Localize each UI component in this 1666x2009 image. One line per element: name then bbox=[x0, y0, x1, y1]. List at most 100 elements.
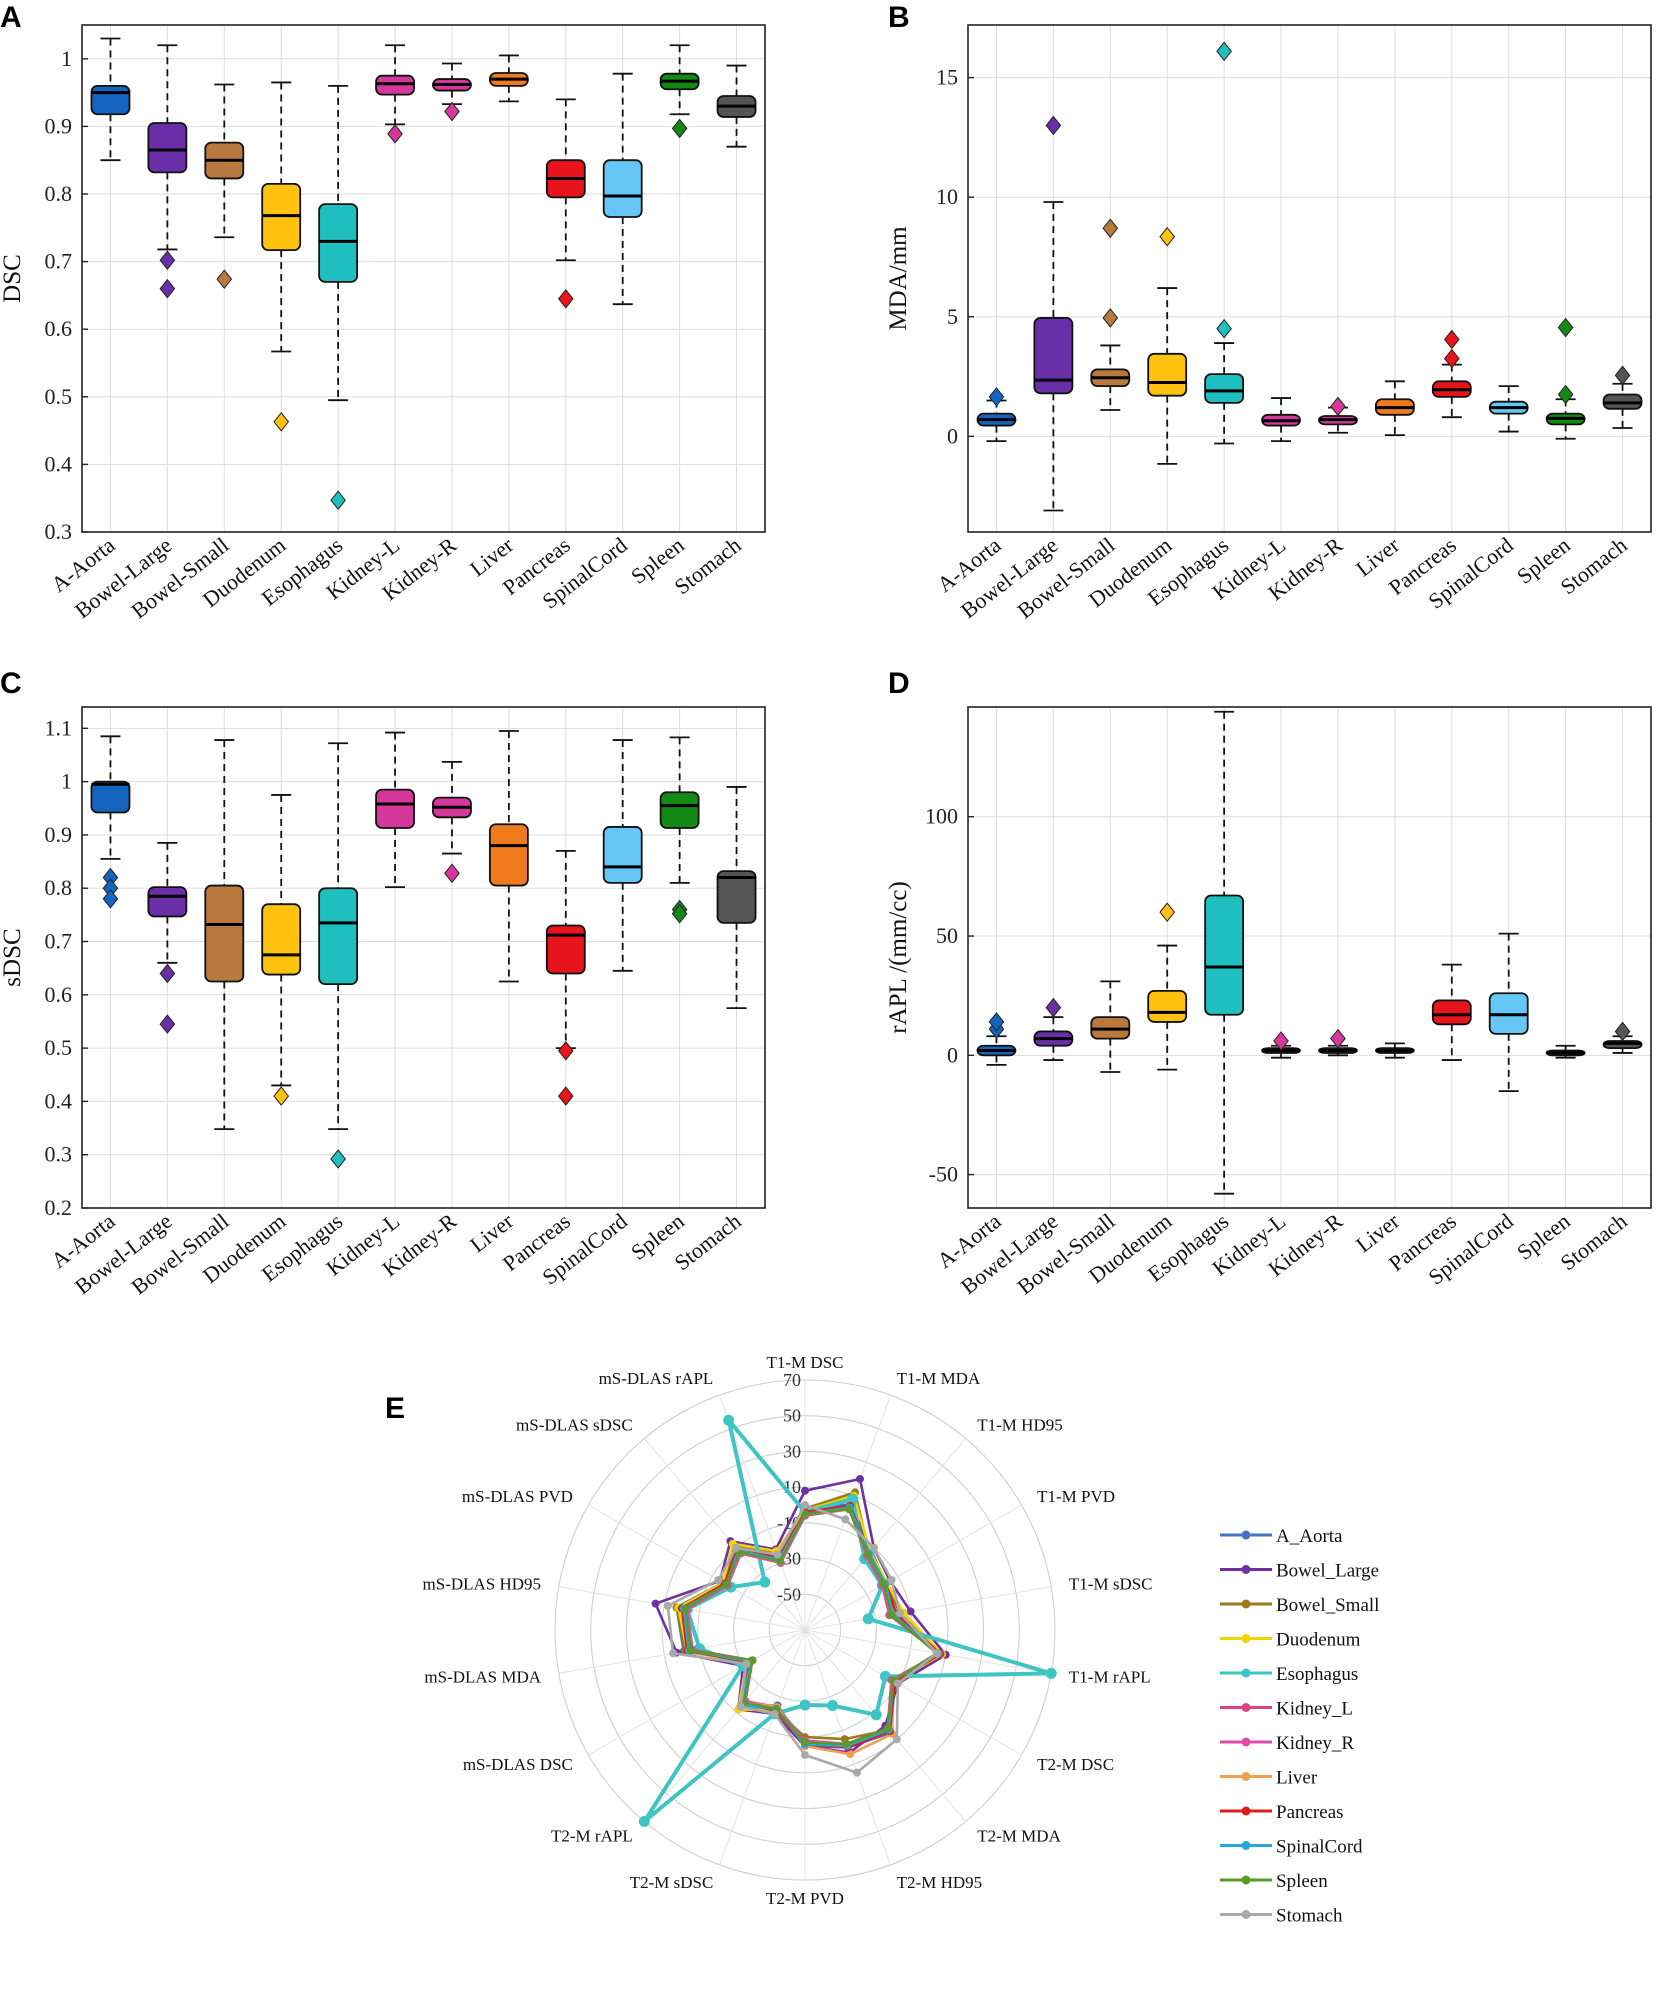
radar-axis-label-t2-m-dsc: T2-M DSC bbox=[1037, 1755, 1114, 1774]
radar-series-stomach bbox=[666, 1503, 939, 1774]
box-esophagus bbox=[1204, 373, 1245, 404]
outlier-esophagus bbox=[1216, 318, 1232, 339]
plot-area bbox=[82, 25, 765, 532]
legend-marker-duodenum bbox=[1241, 1634, 1251, 1643]
outlier-kidney-l bbox=[387, 124, 403, 144]
legend-marker-pancreas bbox=[1241, 1806, 1251, 1816]
radar-point-spleen bbox=[883, 1724, 892, 1733]
legend-marker-a-aorta bbox=[1241, 1530, 1251, 1540]
radar-point-stomach bbox=[893, 1679, 902, 1688]
legend-label-bowel-large: Bowel_Large bbox=[1276, 1561, 1379, 1582]
y-tick-label: 5 bbox=[947, 304, 958, 329]
radar-point-spleen bbox=[844, 1505, 853, 1514]
legend-marker-liver bbox=[1241, 1772, 1251, 1781]
radar-spoke bbox=[804, 1504, 1022, 1631]
outlier-a-aorta bbox=[988, 387, 1005, 407]
plot-frame bbox=[81, 24, 766, 533]
outlier-a-aorta bbox=[102, 889, 119, 909]
outlier-stomach bbox=[1614, 1021, 1631, 1042]
box-kidney-l bbox=[375, 788, 415, 829]
box-duodenum bbox=[1147, 352, 1188, 397]
radar-point-esophagus bbox=[799, 1699, 811, 1711]
box-spinalcord bbox=[602, 159, 643, 218]
outlier-pancreas bbox=[557, 1086, 574, 1106]
radar-point-stomach bbox=[736, 1702, 745, 1711]
radar-point-stomach bbox=[801, 1501, 809, 1509]
outlier-bowel-large bbox=[1045, 997, 1062, 1018]
y-tick-label: 1 bbox=[61, 769, 72, 794]
radar-point-spleen bbox=[887, 1610, 896, 1619]
radar-axis-label-ms-dlas-pvd: mS-DLAS PVD bbox=[462, 1487, 573, 1506]
box-bowel-large bbox=[147, 886, 188, 918]
legend-marker-kidney-r bbox=[1241, 1737, 1251, 1747]
radar-tick-label: -50 bbox=[777, 1584, 801, 1604]
radar-axis-label-ms-dlas-dsc: mS-DLAS DSC bbox=[463, 1755, 573, 1774]
box-esophagus bbox=[318, 887, 359, 986]
boxplot-dsc: 0.30.40.50.60.70.80.91DSCA-AortaBowel-La… bbox=[0, 24, 766, 623]
radar-point-spleen bbox=[842, 1740, 851, 1749]
boxplot-sdsc: 0.20.30.40.50.60.70.80.911.1sDSCA-AortaB… bbox=[0, 706, 766, 1299]
y-tick-label: 0 bbox=[947, 423, 958, 448]
outlier-bowel-large bbox=[159, 250, 176, 271]
radar-point-spleen bbox=[801, 1509, 809, 1518]
radar-point-stomach bbox=[663, 1601, 672, 1610]
y-tick-label: 0.5 bbox=[45, 1035, 73, 1060]
radar-spoke bbox=[588, 1629, 806, 1756]
boxplot-mda: 051015MDA/mmA-AortaBowel-LargeBowel-Smal… bbox=[885, 24, 1652, 623]
box-bowel-small bbox=[204, 884, 245, 983]
radar-axis-label-t1-m-dsc: T1-M DSC bbox=[767, 1353, 844, 1372]
box-a-aorta bbox=[90, 780, 131, 814]
legend-marker-bowel-small bbox=[1241, 1599, 1251, 1609]
radar-axis-label-t1-m-hd95: T1-M HD95 bbox=[977, 1416, 1062, 1435]
radar-axis-label-t1-m-mda: T1-M MDA bbox=[897, 1369, 981, 1388]
outlier-bowel-small bbox=[1102, 218, 1119, 239]
legend-label-spleen: Spleen bbox=[1276, 1871, 1328, 1892]
radar-tick-label: 70 bbox=[783, 1370, 801, 1390]
outlier-spleen bbox=[671, 118, 688, 139]
radar-point-spleen bbox=[686, 1646, 695, 1655]
radar-spoke bbox=[643, 1629, 806, 1822]
radar-point-stomach bbox=[742, 1659, 751, 1668]
radar-axis-label-ms-dlas-hd95: mS-DLAS HD95 bbox=[423, 1574, 542, 1593]
legend-label-spinalcord: SpinalCord bbox=[1276, 1837, 1363, 1858]
legend-marker-spleen bbox=[1241, 1875, 1251, 1885]
y-tick-label: 0.3 bbox=[45, 1142, 73, 1167]
radar-point-stomach bbox=[714, 1576, 723, 1584]
outlier-esophagus bbox=[1216, 41, 1232, 62]
radar-point-bowel-large bbox=[801, 1486, 809, 1495]
box-duodenum bbox=[261, 903, 302, 976]
radar-point-esophagus bbox=[870, 1709, 882, 1721]
legend-marker-kidney-l bbox=[1241, 1703, 1251, 1712]
panel-letter-d: D bbox=[888, 667, 910, 700]
radar-axis-label-ms-dlas-sdsc: mS-DLAS sDSC bbox=[516, 1416, 633, 1435]
radar-point-esophagus bbox=[759, 1576, 771, 1588]
y-tick-label: 0.8 bbox=[45, 875, 73, 900]
outlier-kidney-r bbox=[444, 863, 460, 884]
plot-frame bbox=[967, 24, 1652, 533]
radar-point-spleen bbox=[775, 1557, 784, 1566]
radar-point-esophagus bbox=[638, 1816, 650, 1828]
box-spinalcord bbox=[602, 826, 643, 884]
outlier-kidney-r bbox=[1330, 396, 1346, 417]
radar-axis-label-t2-m-sdsc: T2-M sDSC bbox=[630, 1873, 714, 1892]
box-esophagus bbox=[1204, 894, 1245, 1016]
radar-spoke bbox=[588, 1504, 806, 1631]
y-tick-label: 0.6 bbox=[45, 982, 73, 1007]
outlier-stomach bbox=[1614, 365, 1631, 386]
legend-label-pancreas: Pancreas bbox=[1276, 1802, 1344, 1823]
legend-marker-bowel-large bbox=[1241, 1565, 1251, 1574]
box-duodenum bbox=[1147, 990, 1188, 1023]
radar-point-stomach bbox=[841, 1515, 850, 1524]
outlier-spleen bbox=[671, 903, 688, 924]
box-pancreas bbox=[545, 924, 586, 975]
outlier-duodenum bbox=[273, 412, 290, 432]
outlier-bowel-large bbox=[159, 963, 176, 984]
outlier-pancreas bbox=[557, 1040, 574, 1061]
outlier-spleen bbox=[1557, 317, 1574, 338]
radar-spoke bbox=[804, 1629, 1022, 1756]
outlier-kidney-r bbox=[444, 101, 460, 122]
radar-tick-label: 30 bbox=[783, 1441, 801, 1461]
box-stomach bbox=[716, 870, 757, 924]
